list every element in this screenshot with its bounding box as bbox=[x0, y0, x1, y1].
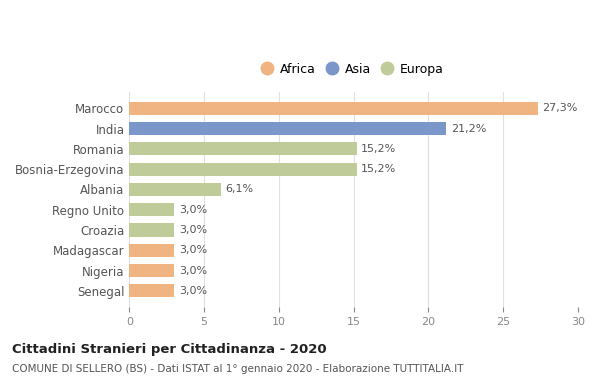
Text: 3,0%: 3,0% bbox=[179, 266, 207, 276]
Text: Cittadini Stranieri per Cittadinanza - 2020: Cittadini Stranieri per Cittadinanza - 2… bbox=[12, 344, 326, 356]
Text: 3,0%: 3,0% bbox=[179, 286, 207, 296]
Text: 3,0%: 3,0% bbox=[179, 245, 207, 255]
Bar bbox=[130, 284, 174, 298]
Text: 15,2%: 15,2% bbox=[361, 164, 397, 174]
Text: 3,0%: 3,0% bbox=[179, 205, 207, 215]
Bar bbox=[130, 183, 221, 196]
Legend: Africa, Asia, Europa: Africa, Asia, Europa bbox=[260, 59, 448, 80]
Text: 6,1%: 6,1% bbox=[225, 184, 253, 195]
Bar bbox=[130, 203, 174, 216]
Bar bbox=[130, 244, 174, 257]
Bar bbox=[130, 122, 446, 135]
Bar bbox=[130, 223, 174, 237]
Bar bbox=[130, 101, 538, 115]
Text: 15,2%: 15,2% bbox=[361, 144, 397, 154]
Text: 3,0%: 3,0% bbox=[179, 225, 207, 235]
Text: 21,2%: 21,2% bbox=[451, 124, 486, 133]
Text: 27,3%: 27,3% bbox=[542, 103, 577, 113]
Bar bbox=[130, 142, 356, 155]
Bar bbox=[130, 264, 174, 277]
Bar bbox=[130, 163, 356, 176]
Text: COMUNE DI SELLERO (BS) - Dati ISTAT al 1° gennaio 2020 - Elaborazione TUTTITALIA: COMUNE DI SELLERO (BS) - Dati ISTAT al 1… bbox=[12, 364, 464, 374]
